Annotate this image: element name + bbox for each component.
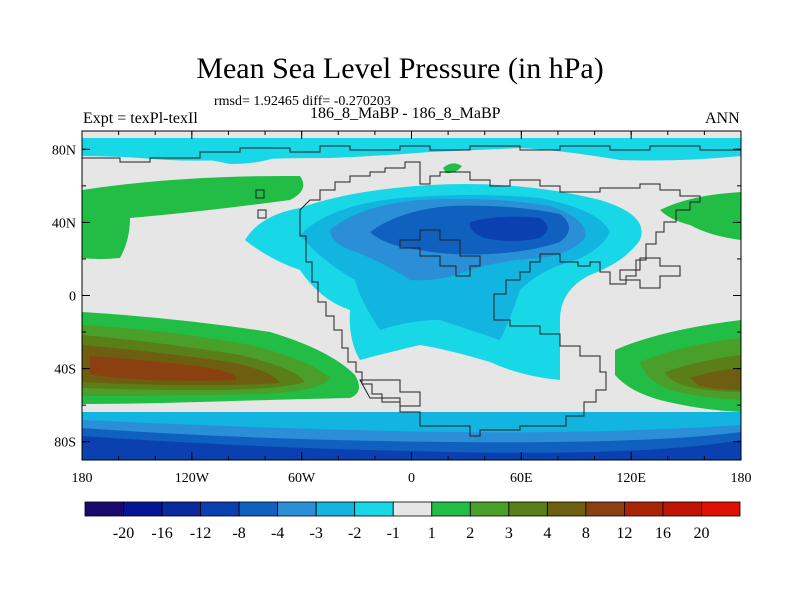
colorbar-swatch bbox=[701, 501, 741, 517]
x-tick-label: 60W bbox=[288, 471, 316, 486]
colorbar-swatch bbox=[161, 501, 201, 517]
colorbar-label: -4 bbox=[271, 525, 284, 542]
coastline bbox=[82, 145, 741, 437]
y-tick-label: 40S bbox=[54, 363, 76, 378]
colorbar: -20 -16 -12 -8 -4 -3 -2 -1 1 2 3 4 8 12 16 20 bbox=[84, 501, 741, 542]
y-tick-label: 0 bbox=[69, 290, 76, 305]
y-axis: 80N 40N 0 40S 80S bbox=[52, 143, 741, 451]
contour-high-east-level-4 bbox=[690, 368, 741, 390]
south-bay-coastline bbox=[359, 379, 421, 407]
contour-band-south-4 bbox=[82, 436, 741, 460]
season-label: ANN bbox=[705, 110, 740, 127]
stats-text: rmsd= 1.92465 diff= -0.270203 bbox=[214, 94, 391, 109]
colorbar-label: -12 bbox=[190, 525, 211, 542]
y-tick-label: 80N bbox=[52, 143, 76, 158]
colorbar-label: 20 bbox=[693, 525, 709, 542]
colorbar-label: -1 bbox=[387, 525, 400, 542]
x-tick-label: 180 bbox=[731, 471, 752, 486]
colorbar-label: 16 bbox=[655, 525, 671, 542]
case-label: 186_8_MaBP - 186_8_MaBP bbox=[310, 105, 501, 122]
contour-patch-arctic bbox=[210, 154, 280, 164]
contour-patch-green-north bbox=[443, 163, 462, 174]
x-tick-label: 120W bbox=[175, 471, 210, 486]
colorbar-label: 8 bbox=[582, 525, 590, 542]
x-tick-label: 0 bbox=[408, 471, 415, 486]
colorbar-label: -16 bbox=[151, 525, 172, 542]
x-axis: 180 120W 60W 0 60E 120E 180 bbox=[72, 131, 752, 486]
east-peninsula-coastline bbox=[619, 257, 681, 289]
arctic-coastline bbox=[82, 145, 741, 163]
colorbar-swatch bbox=[469, 501, 510, 517]
colorbar-swatch bbox=[546, 501, 587, 517]
colorbar-label: -8 bbox=[232, 525, 245, 542]
colorbar-swatch bbox=[662, 501, 702, 517]
x-tick-label: 180 bbox=[72, 471, 93, 486]
inland-sea-coastline bbox=[399, 229, 481, 277]
contour-band-north-west-green bbox=[82, 175, 304, 259]
colorbar-swatch bbox=[84, 501, 124, 517]
y-tick-label: 80S bbox=[54, 436, 76, 451]
colorbar-label: 4 bbox=[543, 525, 551, 542]
page-title: Mean Sea Level Pressure (in hPa) bbox=[196, 52, 604, 85]
contour-low-level-5 bbox=[469, 216, 548, 241]
map-plot-area bbox=[81, 130, 742, 461]
colorbar-label: 2 bbox=[466, 525, 474, 542]
colorbar-swatch bbox=[277, 501, 317, 517]
colorbar-label: 12 bbox=[616, 525, 632, 542]
colorbar-swatch bbox=[200, 501, 240, 517]
small-islands-coastline bbox=[255, 189, 267, 219]
colorbar-swatch bbox=[123, 501, 163, 517]
y-tick-label: 40N bbox=[52, 216, 76, 231]
colorbar-label: -20 bbox=[113, 525, 134, 542]
colorbar-label: -3 bbox=[310, 525, 323, 542]
colorbar-swatch bbox=[624, 501, 664, 517]
experiment-label: Expt = texPl-texIl bbox=[83, 110, 198, 127]
colorbar-swatch bbox=[508, 501, 548, 517]
contour-band-north-east-green bbox=[660, 192, 741, 240]
pangea-coastline bbox=[299, 161, 701, 437]
colorbar-swatch bbox=[354, 501, 394, 517]
colorbar-swatch bbox=[585, 501, 625, 517]
colorbar-swatch bbox=[238, 501, 279, 517]
colorbar-swatch bbox=[392, 501, 433, 517]
colorbar-label: -2 bbox=[348, 525, 361, 542]
colorbar-swatch bbox=[315, 501, 356, 517]
colorbar-label: 1 bbox=[428, 525, 436, 542]
x-tick-label: 120E bbox=[616, 471, 646, 486]
colorbar-label: 3 bbox=[505, 525, 513, 542]
contour-high-west-level-5 bbox=[90, 356, 237, 381]
x-tick-label: 60E bbox=[510, 471, 533, 486]
colorbar-swatch bbox=[431, 501, 471, 517]
